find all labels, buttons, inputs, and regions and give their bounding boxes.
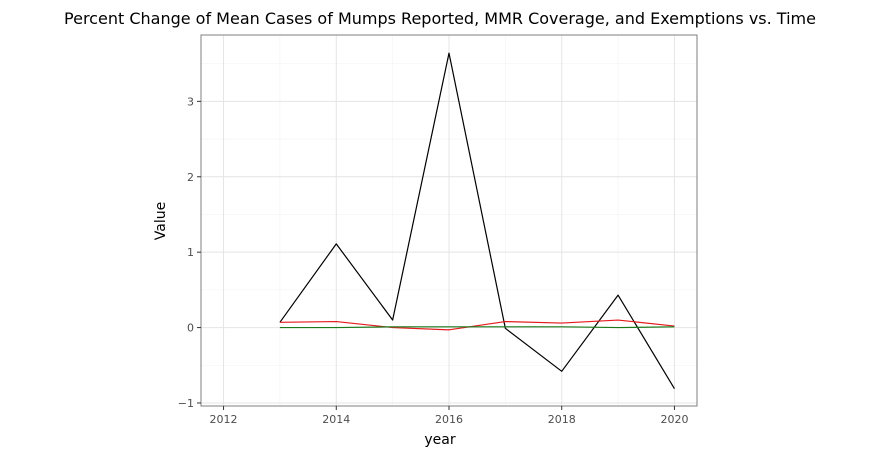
x-tick-label: 2012 bbox=[210, 413, 238, 426]
series-line-1 bbox=[279, 52, 675, 389]
grid-layer bbox=[201, 35, 697, 406]
x-tick-label: 2018 bbox=[548, 413, 576, 426]
series-line-3 bbox=[279, 326, 675, 329]
y-tick-label: 0 bbox=[187, 322, 194, 335]
tick-layer: 2012 2014 2016 2018 2020 −1 0 1 2 3 bbox=[178, 95, 689, 426]
y-tick-label: 1 bbox=[187, 246, 194, 259]
series-line-2 bbox=[279, 319, 675, 331]
y-tick-label: −1 bbox=[178, 397, 194, 410]
series-layer bbox=[279, 52, 675, 389]
x-axis-label: year bbox=[424, 432, 455, 448]
y-axis-label: Value bbox=[153, 202, 169, 240]
x-tick-label: 2020 bbox=[660, 413, 688, 426]
chart-title: Percent Change of Mean Cases of Mumps Re… bbox=[64, 9, 816, 28]
y-tick-label: 3 bbox=[187, 95, 194, 108]
x-tick-label: 2014 bbox=[322, 413, 350, 426]
y-tick-label: 2 bbox=[187, 171, 194, 184]
x-tick-label: 2016 bbox=[435, 413, 463, 426]
